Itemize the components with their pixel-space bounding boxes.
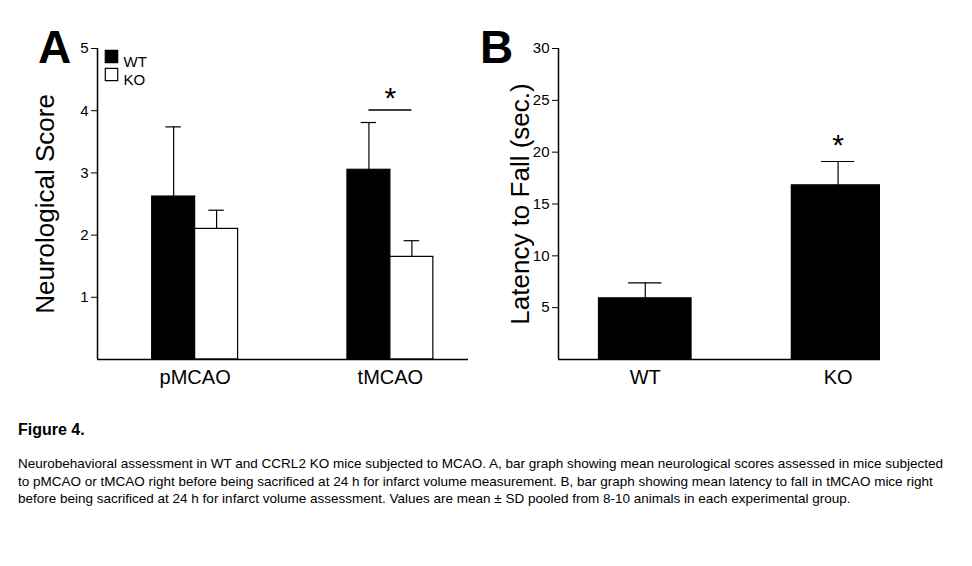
svg-text:5: 5 <box>80 39 88 56</box>
html-text:Neurobehavioral assessment in: Neurobehavioral assessment in WT and CCR… <box>18 456 943 507</box>
svg-text:*: * <box>385 81 397 114</box>
svg-text:20: 20 <box>533 143 550 160</box>
svg-text:WT: WT <box>124 53 147 70</box>
svg-text:Neurological Score: Neurological Score <box>30 94 60 314</box>
html-text:Figure 4.: Figure 4. <box>18 421 85 438</box>
svg-text:KO: KO <box>824 366 853 388</box>
svg-text:4: 4 <box>80 102 88 119</box>
svg-text:30: 30 <box>533 39 550 56</box>
svg-text:1: 1 <box>80 288 88 305</box>
html-text:A: A <box>38 21 72 73</box>
svg-text:2: 2 <box>80 226 88 243</box>
svg-text:25: 25 <box>533 91 550 108</box>
svg-text:KO: KO <box>124 71 146 88</box>
svg-text:tMCAO: tMCAO <box>358 366 424 388</box>
svg-text:pMCAO: pMCAO <box>160 366 231 388</box>
html-text:B: B <box>480 21 514 73</box>
svg-text:Latency to Fall (sec.): Latency to Fall (sec.) <box>505 83 535 324</box>
svg-text:*: * <box>832 128 844 161</box>
svg-text:3: 3 <box>80 164 88 181</box>
svg-text:15: 15 <box>533 195 550 212</box>
svg-text:5: 5 <box>541 298 549 315</box>
svg-text:10: 10 <box>533 247 550 264</box>
svg-text:WT: WT <box>630 366 661 388</box>
